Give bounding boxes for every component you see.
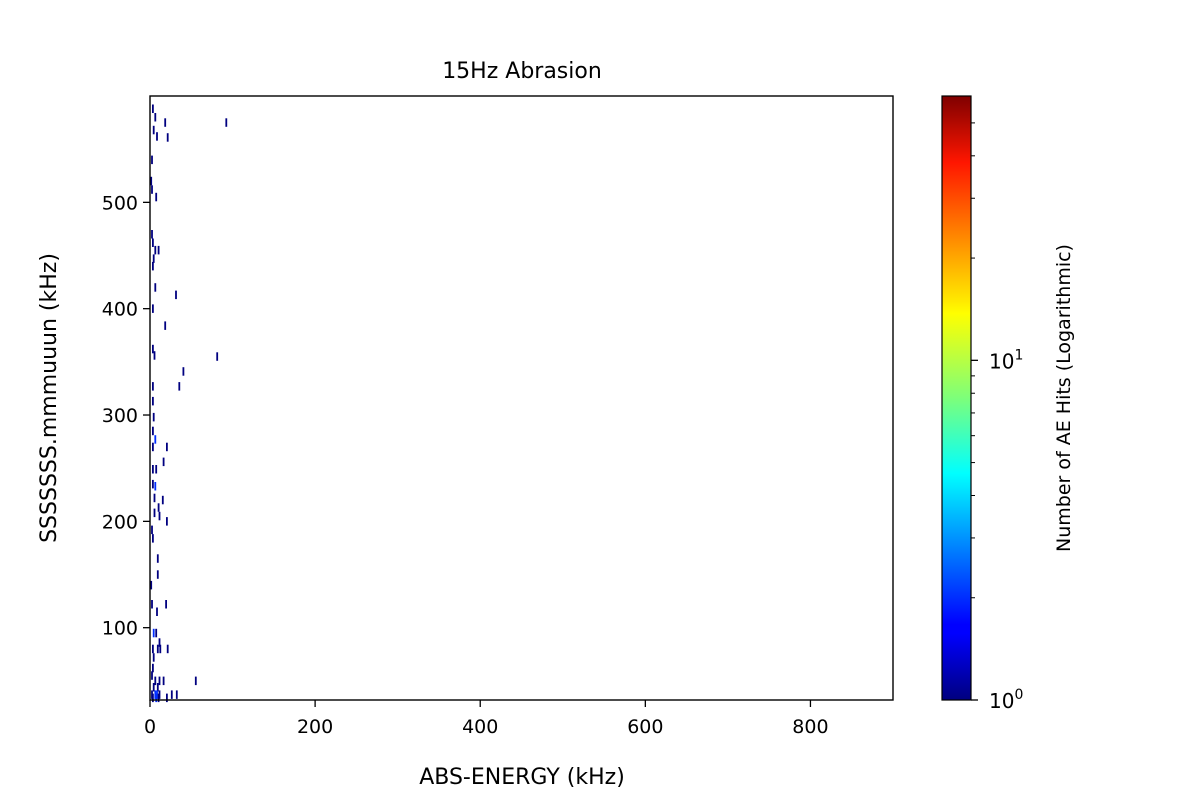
heatmap-cell: [156, 644, 159, 654]
x-axis-ticks: 0 200 400 600 800: [144, 700, 829, 738]
heatmap-cell: [152, 693, 154, 703]
y-tick-label: 500: [102, 192, 138, 214]
heatmap-cell: [152, 653, 155, 662]
heatmap-cell: [164, 118, 167, 127]
heatmap-cell: [155, 192, 158, 202]
heatmap-cell: [178, 382, 181, 391]
heatmap-cell: [155, 628, 158, 638]
heatmap-cell: [175, 290, 177, 300]
heatmap-cell: [151, 155, 153, 165]
colorbar: 100 101 Number of AE Hits (Logarithmic): [941, 95, 1075, 713]
heatmap-cell: [152, 644, 154, 654]
heatmap-cell: [154, 676, 157, 686]
heatmap-cell: [151, 185, 153, 194]
y-tick-label: 400: [102, 299, 138, 321]
plot-area-frame: [149, 95, 894, 701]
chart-title: 15Hz Abrasion: [442, 59, 602, 84]
x-tick-label: 0: [144, 716, 156, 738]
heatmap-cell: [157, 693, 160, 703]
heatmap-cell: [154, 435, 157, 444]
heatmap-cells: [150, 104, 228, 703]
heatmap-cell: [152, 426, 154, 436]
heatmap-cell: [154, 690, 157, 699]
heatmap-cell: [152, 396, 154, 406]
heatmap-cell: [165, 600, 167, 609]
heatmap-cell: [166, 693, 168, 703]
heatmap-cell: [156, 570, 159, 579]
heatmap-cell: [153, 508, 156, 518]
x-tick-label: 800: [792, 716, 828, 738]
heatmap-cell: [152, 382, 154, 391]
heatmap-cell: [153, 351, 156, 360]
heatmap-cell: [156, 554, 159, 563]
heatmap-cell: [150, 580, 153, 590]
heatmap-cell: [166, 133, 169, 142]
heatmap-cell: [152, 412, 155, 422]
heatmap-cell: [153, 493, 156, 503]
heatmap-cell: [158, 638, 161, 647]
heatmap-cell: [157, 245, 160, 255]
heatmap-cell: [194, 676, 197, 686]
heatmap-cell: [156, 607, 158, 616]
x-tick-label: 200: [297, 716, 333, 738]
heatmap-cell: [182, 367, 185, 376]
heatmap-cell: [152, 534, 154, 543]
heatmap-cell: [152, 254, 155, 263]
heatmap-cell: [151, 230, 153, 239]
colorbar-tick-label: 101: [989, 347, 1023, 373]
heatmap-cell: [152, 479, 154, 489]
heatmap-cell: [155, 465, 158, 474]
heatmap-cell: [152, 125, 155, 135]
heatmap-cell: [166, 517, 168, 526]
heatmap-cell: [158, 511, 161, 521]
heatmap-cell: [162, 457, 165, 467]
colorbar-tick-label: 100: [989, 687, 1023, 713]
heatmap-cell: [152, 663, 154, 673]
heatmap-cell: [152, 261, 154, 271]
heatmap-cell: [155, 693, 158, 703]
y-axis-label: SSSSSSS.mmmuuun (kHz): [37, 253, 62, 543]
x-axis-label: ABS-ENERGY (kHz): [419, 765, 625, 790]
heatmap-cell: [152, 104, 154, 113]
heatmap-cell: [152, 344, 154, 354]
heatmap-cell: [175, 690, 178, 699]
heatmap-cell: [152, 683, 155, 692]
colorbar-gradient: [941, 95, 972, 701]
heatmap-cell: [151, 600, 153, 609]
heatmap-cell: [152, 442, 154, 452]
colorbar-ticks: 100 101: [971, 122, 1023, 713]
heatmap-cell: [151, 671, 153, 680]
y-tick-label: 300: [102, 405, 138, 427]
heatmap-cell: [162, 676, 165, 686]
heatmap-cell: [152, 238, 154, 247]
x-tick-label: 600: [627, 716, 663, 738]
heatmap-cell: [156, 683, 159, 692]
x-tick-label: 400: [462, 716, 498, 738]
heatmap-cell: [164, 321, 167, 330]
heatmap-cell: [161, 495, 164, 505]
heatmap-cell: [152, 628, 155, 638]
heatmap-cell: [154, 482, 157, 491]
heatmap-cell: [151, 525, 153, 535]
heatmap-cell: [152, 304, 154, 313]
heatmap-cell: [166, 644, 169, 654]
y-tick-label: 200: [102, 511, 138, 533]
heatmap-cell: [156, 132, 158, 141]
y-tick-label: 100: [102, 618, 138, 640]
heatmap-cell: [154, 283, 157, 292]
heatmap-cell: [158, 676, 161, 686]
heatmap-cell: [225, 118, 228, 127]
heatmap-cell: [159, 644, 162, 654]
heatmap-cell: [166, 442, 168, 452]
heatmap-cell: [216, 352, 219, 361]
heatmap-cell: [154, 245, 157, 255]
colorbar-label: Number of AE Hits (Logarithmic): [1053, 244, 1075, 552]
heatmap-cell: [152, 465, 154, 474]
heatmap-cell: [154, 113, 157, 122]
heatmap-cell: [150, 176, 153, 186]
heatmap-cell: [170, 690, 173, 699]
y-axis-ticks: 100 200 300 400 500: [102, 192, 150, 640]
heatmap-cell: [157, 503, 160, 512]
